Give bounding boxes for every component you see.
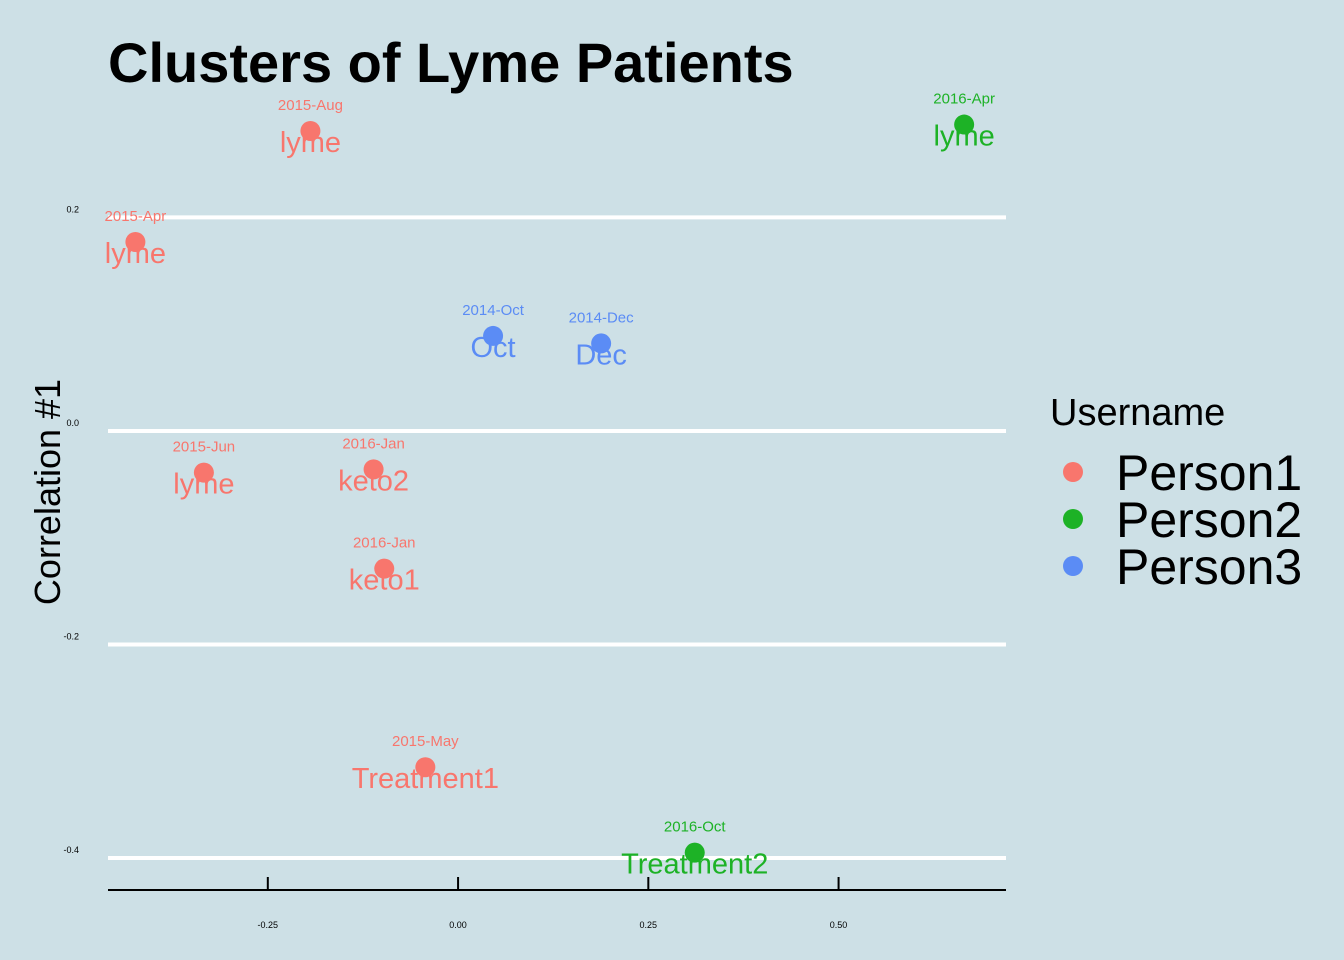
legend-key-person2 — [1063, 509, 1083, 529]
point-date-label: 2014-Dec — [569, 309, 635, 326]
point-label: keto2 — [338, 465, 409, 497]
point-label: Treatment1 — [352, 763, 499, 795]
gridlines — [108, 215, 1006, 860]
y-tick-label: -0.2 — [63, 631, 79, 641]
point-label: Dec — [575, 339, 627, 371]
data-point — [193, 462, 214, 483]
chart-title: Clusters of Lyme Patients — [108, 31, 794, 94]
data-point — [300, 120, 321, 141]
legend-label-person3: Person3 — [1116, 539, 1302, 595]
data-point — [954, 114, 975, 135]
x-tick-label: 0.00 — [449, 920, 467, 930]
data-point — [363, 459, 384, 480]
data-point — [374, 558, 395, 579]
data-points: 2015-Apr lyme 2015-Aug lyme 2015-Jun lyme 2016… — [105, 91, 995, 881]
point-date-label: 2016-Jan — [353, 535, 416, 552]
x-tick-label: 0.50 — [830, 920, 848, 930]
legend-key-person3 — [1063, 556, 1083, 576]
data-point — [483, 325, 504, 346]
x-tick-label: 0.25 — [640, 920, 658, 930]
legend-label-person2: Person2 — [1116, 492, 1302, 548]
y-tick-label: -0.4 — [63, 845, 79, 855]
point-date-label: 2014-Oct — [462, 302, 525, 319]
data-point — [125, 231, 146, 252]
point-label: keto1 — [349, 565, 420, 597]
legend-key-person1 — [1063, 462, 1083, 482]
x-tick-label: -0.25 — [258, 920, 279, 930]
point-date-label: 2015-May — [392, 733, 459, 750]
point-label: lyme — [934, 121, 995, 153]
point-date-label: 2016-Jan — [342, 435, 405, 452]
data-point — [684, 842, 705, 863]
point-label: Treatment2 — [621, 849, 768, 881]
point-label: lyme — [173, 469, 234, 501]
data-point — [591, 333, 612, 354]
point-date-label: 2015-Jun — [173, 439, 236, 456]
y-axis-ticks: 0.2 0.0 -0.2 -0.4 — [63, 204, 79, 855]
point-label: lyme — [105, 238, 166, 270]
point-label: Oct — [471, 332, 516, 364]
point-date-label: 2015-Aug — [278, 97, 343, 114]
legend-label-person1: Person1 — [1116, 445, 1302, 501]
point-label: lyme — [280, 127, 341, 159]
data-point — [415, 757, 436, 778]
y-tick-label: 0.2 — [66, 204, 79, 214]
point-date-label: 2015-Apr — [105, 208, 167, 225]
point-date-label: 2016-Apr — [933, 91, 995, 108]
y-tick-label: 0.0 — [66, 418, 79, 428]
y-axis-label: Correlation #1 — [27, 379, 68, 605]
legend-title: Username — [1050, 392, 1225, 434]
point-date-label: 2016-Oct — [664, 819, 727, 836]
x-axis: -0.25 0.00 0.25 0.50 — [108, 877, 1006, 930]
